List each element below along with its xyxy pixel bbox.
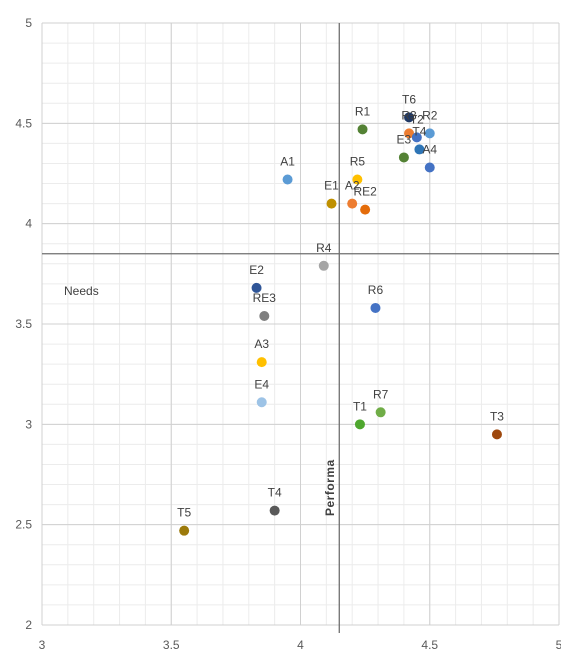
data-point-e2 bbox=[251, 282, 262, 293]
y-tick-label: 5 bbox=[25, 16, 32, 30]
vertical-label-performa: Performa bbox=[323, 459, 337, 516]
data-point-e3 bbox=[398, 152, 409, 163]
data-label-a1: A1 bbox=[280, 155, 295, 169]
data-point-re3 bbox=[259, 310, 270, 321]
x-tick-label: 5 bbox=[556, 638, 561, 652]
data-label-r6: R6 bbox=[368, 283, 384, 297]
data-label-a2: A2 bbox=[345, 179, 360, 193]
data-label-r4: R4 bbox=[316, 241, 332, 255]
data-point-t2 bbox=[411, 132, 422, 143]
major-gridlines bbox=[41, 22, 560, 626]
data-label-t6: T6 bbox=[402, 92, 416, 106]
data-label-re3: RE3 bbox=[253, 291, 277, 305]
data-point-t4 bbox=[269, 505, 280, 516]
data-point-r1 bbox=[357, 124, 368, 135]
quadrant-label-needs: Needs bbox=[64, 284, 99, 298]
data-point-t1 bbox=[354, 419, 365, 430]
data-label-e1: E1 bbox=[324, 179, 339, 193]
data-point-a2 bbox=[347, 198, 358, 209]
data-label-r1: R1 bbox=[355, 104, 371, 118]
data-point-r6 bbox=[370, 302, 381, 313]
data-point-a1 bbox=[282, 174, 293, 185]
data-point-r7 bbox=[375, 407, 386, 418]
data-label-r3: R3 bbox=[401, 108, 417, 122]
y-tick-label: 2.5 bbox=[15, 518, 32, 532]
y-tick-label: 4.5 bbox=[15, 116, 32, 130]
data-label-t4: T4 bbox=[268, 486, 282, 500]
data-point-e1 bbox=[326, 198, 337, 209]
data-point-re2 bbox=[360, 204, 371, 215]
y-axis-tick-labels: 2 2.5 3 3.5 4 4.5 5 bbox=[15, 16, 32, 632]
data-label-t2: T2 bbox=[410, 112, 424, 126]
data-label-a4: A4 bbox=[422, 142, 437, 156]
data-point-a3 bbox=[256, 357, 267, 368]
data-label-r2: R2 bbox=[422, 108, 438, 122]
data-label-r7: R7 bbox=[373, 387, 389, 401]
reference-lines bbox=[42, 23, 559, 633]
data-point-t3 bbox=[491, 429, 502, 440]
data-point-r3 bbox=[404, 128, 415, 139]
data-label-t5: T5 bbox=[177, 506, 191, 520]
y-tick-label: 4 bbox=[25, 217, 32, 231]
x-tick-label: 3 bbox=[39, 638, 46, 652]
x-tick-label: 3.5 bbox=[163, 638, 180, 652]
data-label-e4: E4 bbox=[254, 377, 269, 391]
data-point-e4 bbox=[256, 397, 267, 408]
data-point-a4 bbox=[424, 162, 435, 173]
x-axis-tick-labels: 3 3.5 4 4.5 5 bbox=[39, 638, 561, 652]
data-label-a3: A3 bbox=[254, 337, 269, 351]
x-tick-label: 4.5 bbox=[421, 638, 438, 652]
y-tick-label: 3 bbox=[25, 417, 32, 431]
data-label-t4: T4 bbox=[412, 124, 426, 138]
y-tick-label: 3.5 bbox=[15, 317, 32, 331]
data-label-re2: RE2 bbox=[353, 185, 377, 199]
data-label-e3: E3 bbox=[397, 132, 412, 146]
x-tick-label: 4 bbox=[297, 638, 304, 652]
data-label-t3: T3 bbox=[490, 409, 504, 423]
data-point-t4 bbox=[414, 144, 425, 155]
data-points bbox=[179, 112, 502, 536]
data-point-r5 bbox=[352, 174, 363, 185]
data-label-r5: R5 bbox=[350, 155, 366, 169]
data-label-t1: T1 bbox=[353, 399, 367, 413]
y-tick-label: 2 bbox=[25, 618, 32, 632]
data-point-r4 bbox=[318, 260, 329, 271]
data-point-r2 bbox=[424, 128, 435, 139]
data-point-t6 bbox=[404, 112, 415, 123]
data-point-t5 bbox=[179, 525, 190, 536]
data-label-e2: E2 bbox=[249, 263, 264, 277]
